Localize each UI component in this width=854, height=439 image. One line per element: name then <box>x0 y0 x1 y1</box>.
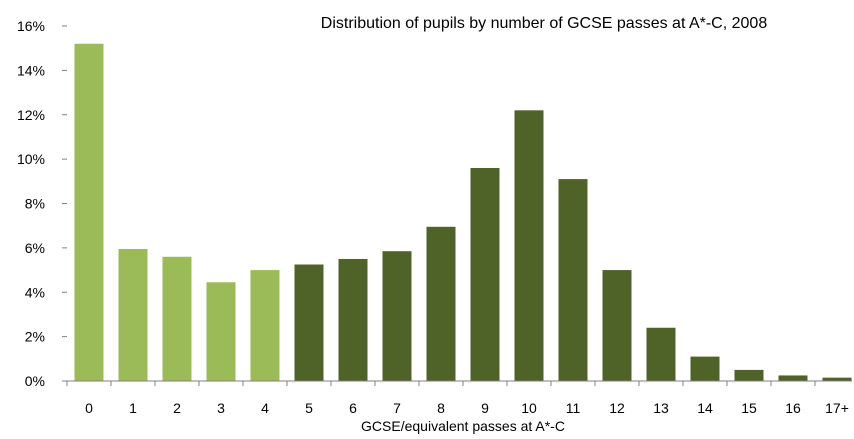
x-tick-label: 8 <box>437 400 445 416</box>
x-tick-label: 9 <box>481 400 489 416</box>
bar-8 <box>426 226 456 381</box>
x-tick-label: 17+ <box>825 400 849 416</box>
x-tick-label: 12 <box>609 400 625 416</box>
x-tick-label: 13 <box>653 400 669 416</box>
y-tick-label: 6% <box>25 240 45 256</box>
bar-0 <box>74 43 104 381</box>
y-tick-label: 4% <box>25 284 45 300</box>
x-tick-label: 2 <box>173 400 181 416</box>
y-tick-label: 8% <box>25 196 45 212</box>
y-tick-label: 16% <box>17 18 45 34</box>
x-tick-label: 16 <box>785 400 801 416</box>
x-tick-label: 1 <box>129 400 137 416</box>
x-tick-label: 4 <box>261 400 269 416</box>
bar-13 <box>646 327 676 381</box>
x-tick-label: 10 <box>521 400 537 416</box>
bar-17+ <box>822 377 852 381</box>
y-tick-label: 10% <box>17 151 45 167</box>
chart-title: Distribution of pupils by number of GCSE… <box>321 15 768 32</box>
bar-6 <box>338 258 368 381</box>
bar-10 <box>514 110 544 381</box>
bar-3 <box>206 282 236 381</box>
x-tick-label: 6 <box>349 400 357 416</box>
x-tick-label: 14 <box>697 400 713 416</box>
bar-1 <box>118 248 148 381</box>
x-tick-label: 15 <box>741 400 757 416</box>
x-tick-label: 3 <box>217 400 225 416</box>
y-tick-label: 14% <box>17 62 45 78</box>
bar-11 <box>558 179 588 381</box>
x-tick-label: 7 <box>393 400 401 416</box>
bar-4 <box>250 270 280 381</box>
bars <box>74 43 852 381</box>
x-tick-label: 11 <box>566 400 581 416</box>
bar-7 <box>382 251 412 381</box>
x-axis: 0 1 2 3 4 5 6 7 8 9 10 11 12 13 14 15 16 17+ <box>66 381 849 416</box>
y-tick-label: 2% <box>25 329 45 345</box>
x-axis-title: GCSE/equivalent passes at A*-C <box>361 418 565 434</box>
x-tick-label: 5 <box>305 400 313 416</box>
bar-9 <box>470 168 500 381</box>
bar-12 <box>602 270 632 381</box>
bar-5 <box>294 264 324 381</box>
y-axis: 0% 2% 4% 6% 8% 10% 12% 14% 16% <box>17 18 67 389</box>
x-tick-label: 0 <box>85 400 93 416</box>
y-tick-label: 0% <box>25 373 45 389</box>
bar-15 <box>734 369 764 381</box>
bar-14 <box>690 356 720 381</box>
y-tick-label: 12% <box>17 107 45 123</box>
bar-16 <box>778 375 808 381</box>
bar-2 <box>162 256 192 381</box>
